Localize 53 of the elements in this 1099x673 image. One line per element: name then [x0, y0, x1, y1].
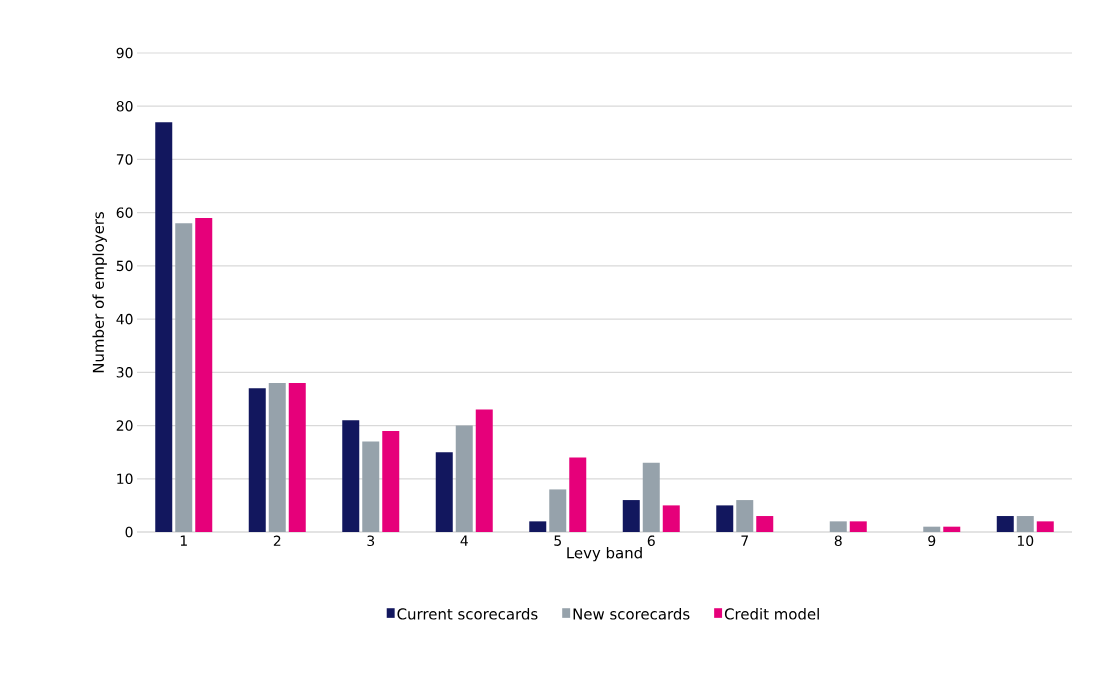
bar	[642, 462, 660, 532]
bar	[569, 457, 587, 532]
y-tick-label: 40	[116, 313, 133, 325]
y-tick-label: 70	[116, 154, 133, 165]
bar	[549, 489, 567, 532]
bar	[829, 521, 847, 532]
y-tick-label: 30	[116, 367, 133, 378]
y-axis-title: Number of employers	[92, 212, 107, 373]
bar	[175, 223, 193, 532]
y-tick-label: 50	[116, 260, 133, 272]
x-tick-label: 5	[554, 535, 561, 546]
y-tick-label: 60	[116, 207, 133, 218]
x-tick-label: 7	[741, 535, 749, 546]
bar	[943, 526, 961, 532]
bar	[1036, 521, 1054, 532]
x-tick-label: 9	[928, 535, 936, 547]
x-tick-label: 3	[367, 535, 375, 547]
x-tick-label: 8	[834, 535, 842, 547]
bar	[662, 505, 680, 532]
bar	[382, 430, 400, 532]
y-tick-label: 0	[125, 526, 133, 538]
x-tick-label: 2	[273, 535, 281, 546]
bar	[736, 500, 754, 532]
legend-label: Credit model	[724, 608, 819, 620]
legend-label: New scorecards	[573, 608, 690, 620]
bar	[996, 516, 1014, 532]
bar	[288, 382, 306, 532]
bar	[1016, 516, 1034, 532]
bar	[435, 452, 453, 532]
x-tick-label: 6	[647, 535, 655, 547]
y-tick-label: 20	[116, 420, 133, 431]
legend-label: Current scorecards	[397, 608, 538, 620]
bar	[849, 521, 867, 532]
bar	[923, 526, 941, 532]
bar	[716, 505, 734, 532]
bar	[155, 122, 173, 532]
bar	[455, 425, 473, 532]
x-tick-label: 4	[460, 535, 468, 546]
bar	[268, 382, 286, 532]
y-tick-label: 10	[117, 473, 133, 485]
x-axis-title: Levy band	[567, 546, 642, 562]
x-tick-label: 1	[180, 535, 187, 546]
y-tick-label: 90	[116, 47, 133, 59]
bar	[195, 217, 213, 532]
bar	[529, 521, 547, 532]
y-tick-label: 80	[116, 100, 133, 112]
bar	[622, 500, 640, 532]
x-tick-label: 10	[1017, 535, 1034, 547]
bar	[475, 409, 493, 532]
bar	[362, 441, 380, 532]
bar	[342, 420, 360, 532]
bar	[248, 388, 266, 532]
bar	[756, 516, 774, 532]
